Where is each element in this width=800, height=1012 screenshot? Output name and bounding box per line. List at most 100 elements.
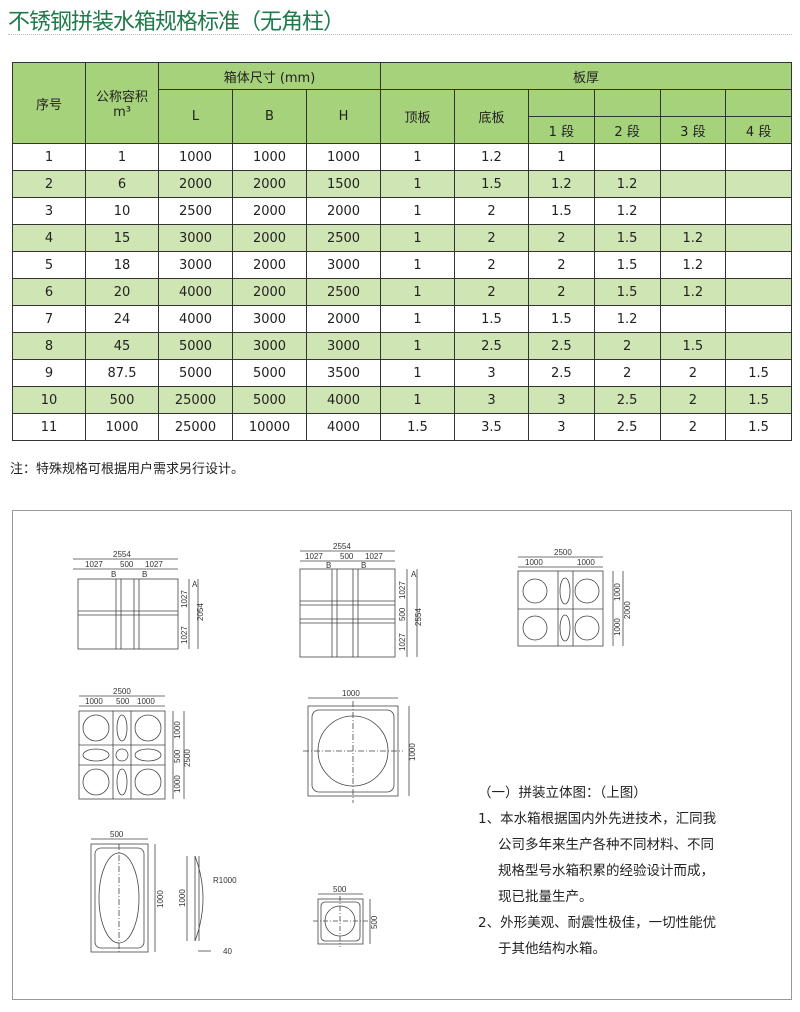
table-cell: 2500 [158,197,233,225]
table-cell: 6 [85,170,159,198]
table-cell: 1.5 [659,332,727,360]
table-cell: 1.2 [593,197,661,225]
header-s4: 4 段 [725,116,792,144]
svg-text:B: B [326,561,331,570]
header-blank [725,89,792,117]
svg-text:2500: 2500 [554,548,572,557]
svg-text:1000: 1000 [173,721,182,739]
table-cell: 18 [85,251,159,279]
header-top: 顶板 [380,89,455,144]
table-cell: 1000 [306,143,381,171]
table-cell: 3000 [232,305,307,333]
svg-text:2054: 2054 [196,603,205,621]
drawing-panel-2500x2500: 2500 1000 500 1000 1000 500 1000 2500 [78,687,192,800]
table-cell: 2000 [158,170,233,198]
table-row: 5 18 3000 2000 3000 1 2 2 1.5 1.2 [12,251,792,279]
table-cell: 45 [85,332,159,360]
table-cell: 1.5 [725,386,792,414]
table-cell: 1.2 [593,170,661,198]
svg-text:2500: 2500 [113,687,131,696]
table-row: 10 500 25000 5000 4000 1 3 3 2.5 2 1.5 [12,386,792,414]
svg-text:2554: 2554 [414,608,423,626]
table-cell: 3 [12,197,86,225]
svg-text:1000: 1000 [342,689,360,698]
table-cell [659,143,727,171]
table-cell: 1.5 [454,170,529,198]
table-cell: 4000 [306,386,381,414]
description-line: 于其他结构水箱。 [478,936,716,962]
svg-text:1000: 1000 [613,618,622,636]
table-cell: 5000 [158,359,233,387]
table-cell: 2 [659,413,727,441]
table-cell: 6 [12,278,86,306]
table-cell [593,143,661,171]
table-cell: 2.5 [593,413,661,441]
table-cell: 2000 [232,170,307,198]
table-cell: 1500 [306,170,381,198]
svg-text:1027: 1027 [180,590,189,608]
table-cell: 25000 [158,413,233,441]
table-row: 3 10 2500 2000 2000 1 2 1.5 1.2 [12,197,792,225]
svg-text:1000: 1000 [525,558,543,567]
table-cell: 3 [454,359,529,387]
header-no: 序号 [12,62,86,144]
header-capacity: 公称容积 m³ [85,62,159,144]
svg-text:1000: 1000 [408,743,417,761]
table-cell: 1 [12,143,86,171]
technical-drawings: 2554 1027 500 1027 B B A 2054 1027 1027 … [73,542,632,956]
table-cell: 1 [85,143,159,171]
table-cell [725,332,792,360]
table-cell: 1.5 [593,278,661,306]
drawing-small-panel-500: 500 500 [313,885,379,947]
svg-text:1000: 1000 [577,558,595,567]
table-cell: 87.5 [85,359,159,387]
drawings-panel: 2554 1027 500 1027 B B A 2054 1027 1027 … [12,510,792,1000]
table-cell: 11 [12,413,86,441]
table-cell: 2.5 [593,386,661,414]
table-cell: 5000 [232,386,307,414]
table-cell: 2.5 [528,359,595,387]
table-cell: 1 [380,224,455,252]
drawing-top-view-2554x2054: 2554 1027 500 1027 B B A 2054 1027 1027 [73,550,205,650]
table-cell: 1.5 [593,224,661,252]
table-cell: 1.5 [725,359,792,387]
table-cell: 500 [85,386,159,414]
table-cell: 1 [380,251,455,279]
table-cell: 5000 [158,332,233,360]
svg-text:R1000: R1000 [213,876,237,885]
table-cell: 1.2 [593,305,661,333]
table-row: 7 24 4000 3000 2000 1 1.5 1.5 1.2 [12,305,792,333]
table-row: 1 1 1000 1000 1000 1 1.2 1 [12,143,792,171]
header-s2: 2 段 [593,116,661,144]
table-cell: 2000 [232,224,307,252]
description-line: 1、本水箱根据国内外先进技术，汇同我 [478,806,716,832]
table-cell: 1 [380,305,455,333]
table-row: 2 6 2000 2000 1500 1 1.5 1.2 1.2 [12,170,792,198]
page-title: 不锈钢拼装水箱规格标准（无角柱） [8,10,345,35]
table-cell: 3000 [306,332,381,360]
svg-text:1000: 1000 [178,889,187,907]
table-cell: 1.5 [380,413,455,441]
svg-text:2554: 2554 [333,542,351,551]
header-H: H [306,89,381,144]
table-cell: 2000 [306,305,381,333]
table-cell: 1 [380,143,455,171]
header-dims: 箱体尺寸 (mm) [158,62,381,90]
item-text: 于其他结构水箱。 [498,941,606,957]
svg-text:500: 500 [120,560,134,569]
table-cell: 1.5 [528,305,595,333]
table-cell: 1.2 [528,170,595,198]
table-cell: 1.2 [659,251,727,279]
svg-text:1027: 1027 [305,552,323,561]
table-cell: 2000 [232,197,307,225]
table-cell: 4000 [306,413,381,441]
svg-text:500: 500 [173,749,182,763]
table-cell: 3500 [306,359,381,387]
item-text: 现已批量生产。 [498,889,593,905]
table-cell: 2 [659,359,727,387]
svg-text:500: 500 [398,607,407,621]
table-cell: 1.2 [454,143,529,171]
table-cell: 1 [380,332,455,360]
svg-text:500: 500 [370,915,379,929]
table-cell [725,170,792,198]
